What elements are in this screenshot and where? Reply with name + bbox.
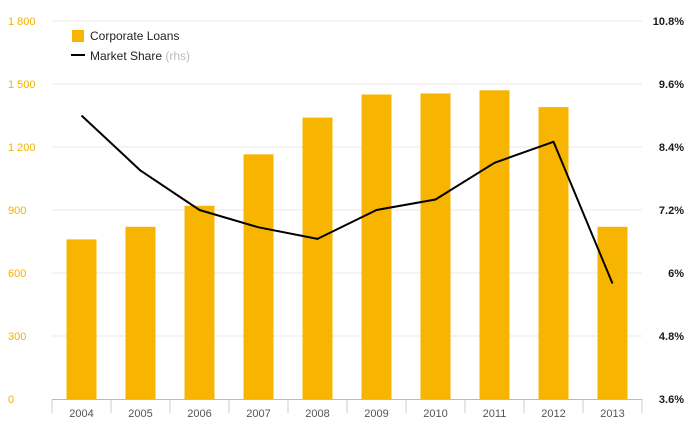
x-tick-label: 2007	[246, 408, 270, 420]
x-tick-label: 2012	[541, 408, 565, 420]
y-left-tick-label: 300	[8, 331, 26, 343]
y-right-tick-label: 7.2%	[659, 205, 684, 217]
y-left-tick-label: 1 200	[8, 142, 36, 154]
x-tick-label: 2004	[69, 408, 93, 420]
x-tick-label: 2008	[305, 408, 329, 420]
y-right-tick-label: 10.8%	[653, 16, 684, 28]
bar-2009	[361, 94, 392, 399]
bar-2004	[66, 239, 97, 399]
x-tick-label: 2006	[187, 408, 211, 420]
y-right-tick-label: 8.4%	[659, 142, 684, 154]
legend-swatch-corporate-loans	[72, 30, 84, 42]
y-left-tick-label: 1 800	[8, 16, 36, 28]
bar-2010	[420, 93, 451, 399]
bar-2005	[125, 226, 156, 399]
bar-2011	[479, 90, 510, 400]
y-right-tick-label: 6%	[668, 268, 684, 280]
legend: Corporate Loans Market Share (rhs)	[71, 29, 190, 63]
x-tick-label: 2005	[128, 408, 152, 420]
y-left-tick-label: 0	[8, 394, 14, 406]
x-tick-label: 2011	[483, 408, 507, 420]
bar-2006	[184, 205, 215, 399]
y-left-tick-label: 900	[8, 205, 26, 217]
x-tick-label: 2013	[600, 408, 624, 420]
bar-series	[66, 90, 628, 400]
legend-label-market-share: Market Share (rhs)	[90, 49, 190, 63]
x-tick-label: 2009	[364, 408, 388, 420]
y-right-tick-label: 4.8%	[659, 331, 684, 343]
bar-2012	[538, 107, 569, 399]
legend-label-corporate-loans: Corporate Loans	[90, 29, 179, 43]
bar-2007	[243, 154, 274, 399]
y-right-tick-label: 9.6%	[659, 79, 684, 91]
y-right-tick-label: 3.6%	[659, 394, 684, 406]
legend-suffix-rhs: (rhs)	[165, 49, 190, 63]
y-left-tick-label: 1 500	[8, 79, 36, 91]
x-tick-label: 2010	[423, 408, 447, 420]
bar-2013	[597, 226, 628, 399]
axes: 2004 2005 2006 2007 2008 2009 2010 2011 2012 2013…	[8, 16, 684, 420]
y-left-tick-label: 600	[8, 268, 26, 280]
market-share-line	[80, 114, 614, 284]
bar-2008	[302, 117, 333, 399]
line-series	[80, 114, 614, 284]
